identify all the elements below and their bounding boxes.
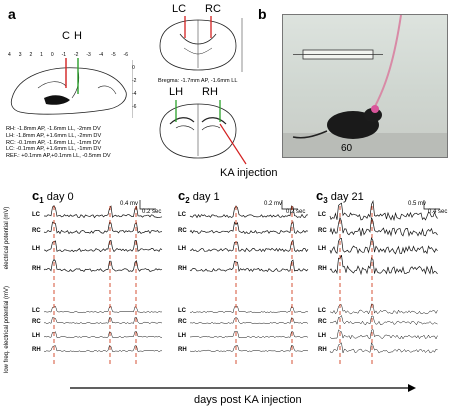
channel-label-rh-c3: RH bbox=[318, 266, 327, 272]
trace-lh-c1 bbox=[43, 239, 163, 253]
rh-label: RH bbox=[202, 86, 218, 98]
channel-label-lh-c3: LH bbox=[318, 246, 326, 252]
sagittal-tick-row: 4 3 2 1 0 -1 -2 -3 -4 -5 -6 bbox=[8, 52, 128, 58]
scale-bar-c3 bbox=[423, 200, 440, 210]
time-arrow-head bbox=[408, 384, 416, 392]
electrode-h-label: H bbox=[74, 30, 82, 42]
trace-lh-c2-lowfreq bbox=[189, 331, 309, 339]
trace-rh-c3-lowfreq bbox=[329, 341, 438, 354]
channel-label-lh-c3: LH bbox=[318, 333, 326, 339]
trace-lc-c1-lowfreq bbox=[43, 305, 163, 314]
photo-number: 60 bbox=[341, 143, 353, 154]
lc-label: LC bbox=[172, 3, 187, 15]
mouse-photo-illustration bbox=[283, 15, 447, 157]
channel-label-rh-c2: RH bbox=[178, 347, 187, 353]
panel-c1-title: c1 day 0 bbox=[32, 188, 74, 206]
xaxis-label: days post KA injection bbox=[194, 394, 302, 406]
channel-label-lc-c1: LC bbox=[32, 212, 40, 218]
trace-rc-c2-lowfreq bbox=[189, 317, 309, 325]
coronal-section-top bbox=[159, 16, 243, 72]
channel-label-lh-c2: LH bbox=[178, 246, 186, 252]
sagittal-brain-diagram bbox=[10, 58, 133, 118]
panel-c2-title: c2 day 1 bbox=[178, 188, 220, 206]
channel-label-rc-c3: RC bbox=[318, 319, 327, 325]
trace-rc-c3 bbox=[329, 216, 438, 237]
trace-rc-c1 bbox=[43, 221, 163, 235]
panel-a-letter: a bbox=[8, 6, 16, 22]
trace-lh-c3-lowfreq bbox=[329, 329, 438, 340]
trace-lc-c2 bbox=[189, 205, 309, 219]
trace-lc-c2-lowfreq bbox=[189, 306, 309, 314]
scale-bar-c1 bbox=[139, 200, 156, 210]
channel-label-lh-c1: LH bbox=[32, 333, 40, 339]
panel-c1-scale-mv: 0.4 mv bbox=[120, 201, 139, 207]
trace-lh-c3 bbox=[329, 236, 438, 255]
channel-label-lc-c3: LC bbox=[318, 212, 326, 218]
channel-label-lh-c2: LH bbox=[178, 333, 186, 339]
channel-label-lc-c2: LC bbox=[178, 308, 186, 314]
channel-label-lc-c1: LC bbox=[32, 308, 40, 314]
electrode-c-label: C bbox=[62, 30, 70, 42]
channel-label-rc-c2: RC bbox=[178, 319, 187, 325]
channel-label-lc-c2: LC bbox=[178, 212, 186, 218]
ka-injection-label: KA injection bbox=[220, 167, 278, 179]
panel-c2-scale-sec: 0.2 sec bbox=[286, 209, 306, 215]
panel-c1-scale-sec: 0.2 sec bbox=[142, 209, 162, 215]
channel-label-rh-c1: RH bbox=[32, 266, 41, 272]
channel-label-rh-c2: RH bbox=[178, 266, 187, 272]
trace-lc-c1 bbox=[44, 205, 163, 219]
channel-label-rh-c1: RH bbox=[32, 347, 41, 353]
trace-rc-c2 bbox=[189, 221, 309, 235]
panel-c3-title: c3 day 21 bbox=[316, 188, 364, 206]
depth-tick-column: 0 -2 -4 -6 bbox=[132, 65, 137, 110]
channel-label-lh-c1: LH bbox=[32, 246, 40, 252]
panel-c2-scale-mv: 0.2 mv bbox=[264, 201, 283, 207]
trace-lh-c2 bbox=[189, 239, 309, 253]
mouse-photo: 60 bbox=[282, 14, 448, 158]
trace-lc-c3-lowfreq bbox=[330, 303, 438, 315]
bregma-text: Bregma: -1.7mm AP, -1.6mm LL bbox=[158, 78, 238, 84]
trace-lh-c1-lowfreq bbox=[43, 331, 163, 339]
channel-label-rh-c3: RH bbox=[318, 347, 327, 353]
trace-rc-c3-lowfreq bbox=[329, 314, 438, 326]
trace-rh-c2 bbox=[189, 259, 309, 273]
panel-b-letter: b bbox=[258, 6, 267, 22]
trace-lc-c3 bbox=[329, 199, 438, 222]
trace-rh-c1-lowfreq bbox=[43, 344, 162, 353]
scale-bar-c2 bbox=[281, 200, 298, 210]
trace-rc-c1-lowfreq bbox=[43, 316, 163, 325]
channel-label-rc-c1: RC bbox=[32, 228, 41, 234]
trace-rh-c2-lowfreq bbox=[189, 344, 309, 353]
channel-label-lc-c3: LC bbox=[318, 308, 326, 314]
rc-label: RC bbox=[205, 3, 221, 15]
panel-c3-scale-sec: 0.4 sec bbox=[428, 209, 448, 215]
lh-label: LH bbox=[169, 86, 184, 98]
channel-label-rc-c1: RC bbox=[32, 319, 41, 325]
trace-rh-c1 bbox=[43, 258, 163, 273]
electrode-coordinates: RH: -1.8mm AP, -1.6mm LL, -2mm DV LH: -1… bbox=[6, 126, 111, 160]
channel-label-rc-c2: RC bbox=[178, 228, 187, 234]
trace-rh-c3 bbox=[329, 254, 438, 276]
channel-label-rc-c3: RC bbox=[318, 228, 327, 234]
coronal-section-bottom bbox=[159, 100, 247, 165]
panel-c3-scale-mv: 0.5 mv bbox=[408, 201, 427, 207]
